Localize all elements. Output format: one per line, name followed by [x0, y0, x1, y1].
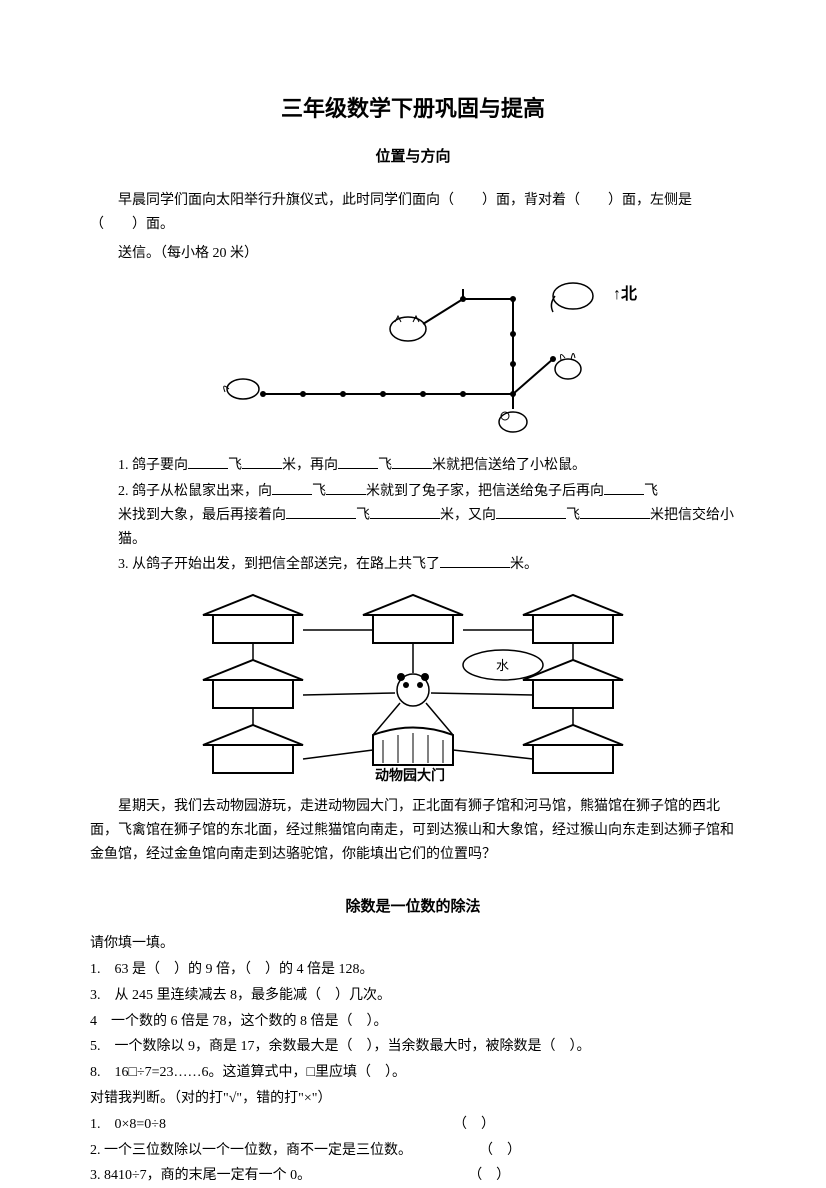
q3: 3. 从鸽子开始出发，到把信全部送完，在路上共飞了 米。 — [90, 553, 736, 577]
q2-c: 米就到了兔子家，把信送给兔子后再向 — [366, 484, 604, 499]
paren: （ ） — [453, 1113, 495, 1137]
p1-text-d: ）面。 — [132, 217, 174, 232]
blank — [392, 455, 432, 469]
s2-intro: 请你填一填。 — [90, 932, 736, 956]
blank — [188, 455, 228, 469]
blank — [370, 505, 440, 519]
q1-d: 飞 — [378, 458, 392, 473]
s2-j3: 3. 8410÷7，商的末尾一定有一个 0。 （ ） — [90, 1164, 736, 1188]
j1-text: 1. 0×8=0÷8 — [90, 1117, 166, 1132]
p1-text-a: 早晨同学们面向太阳举行升旗仪式，此时同学们面向（ — [118, 193, 454, 208]
s2-j2: 2. 一个三位数除以一个一位数，商不一定是三位数。 （ ） — [90, 1139, 736, 1163]
p1-text-b: ）面，背对着（ — [482, 193, 580, 208]
section1-heading: 位置与方向 — [90, 145, 736, 171]
q2: 2. 鸽子从松鼠家出来，向飞米就到了兔子家，把信送给兔子后再向飞 米找到大象，最… — [90, 480, 736, 551]
s2-j1: 1. 0×8=0÷8 （ ） — [90, 1113, 736, 1137]
blank — [242, 455, 282, 469]
s2-q1: 1. 63 是（ ）的 9 倍，（ ）的 4 倍是 128。 — [90, 958, 736, 982]
q1: 1. 鸽子要向 飞 米，再向 飞 米就把信送给了小松鼠。 — [90, 454, 736, 478]
section2-heading: 除数是一位数的除法 — [90, 895, 736, 921]
paren: （ ） — [479, 1139, 521, 1163]
q1-a: 1. 鸽子要向 — [118, 458, 188, 473]
compass-label: ↑北 — [613, 285, 637, 303]
zoo-figure: 水 动物园大门 — [90, 585, 736, 785]
q1-c: 米，再向 — [282, 458, 338, 473]
water-label: 水 — [496, 658, 509, 673]
blank — [326, 481, 366, 495]
j3-text: 3. 8410÷7，商的末尾一定有一个 0。 — [90, 1168, 311, 1183]
blank — [604, 481, 644, 495]
doc-title: 三年级数学下册巩固与提高 — [90, 90, 736, 127]
s2-judge-intro: 对错我判断。（对的打"√"，错的打"×"） — [90, 1087, 736, 1111]
blank — [338, 455, 378, 469]
blank — [286, 505, 356, 519]
s2-q4: 4 一个数的 6 倍是 78，这个数的 8 倍是（ ）。 — [90, 1010, 736, 1034]
q2-f: 飞 — [356, 508, 370, 523]
blank — [272, 481, 312, 495]
q2-b: 飞 — [312, 484, 326, 499]
q2-a: 2. 鸽子从松鼠家出来，向 — [118, 484, 272, 499]
paren: （ ） — [468, 1164, 510, 1188]
q2-d: 飞 — [644, 484, 658, 499]
blank — [104, 217, 132, 232]
p1: 早晨同学们面向太阳举行升旗仪式，此时同学们面向（）面，背对着（）面，左侧是（）面… — [90, 189, 736, 237]
s2-q8: 8. 16□÷7=23……6。这道算式中，□里应填（ ）。 — [90, 1061, 736, 1085]
q1-e: 米就把信送给了小松鼠。 — [432, 458, 586, 473]
house — [203, 595, 303, 643]
q2-h: 飞 — [566, 508, 580, 523]
s2-q5: 5. 一个数除以 9，商是 17，余数最大是（ ），当余数最大时，被除数是（ ）… — [90, 1035, 736, 1059]
q2-e: 米找到大象，最后再接着向 — [118, 508, 286, 523]
blank — [454, 193, 482, 208]
q3-b: 米。 — [510, 557, 538, 572]
map-figure: ↑北 — [90, 274, 736, 444]
zoo-desc: 星期天，我们去动物园游玩，走进动物园大门，正北面有狮子馆和河马馆，熊猫馆在狮子馆… — [90, 795, 736, 866]
blank — [580, 505, 650, 519]
blank — [496, 505, 566, 519]
q2-g: 米，又向 — [440, 508, 496, 523]
gate-label: 动物园大门 — [375, 767, 445, 784]
s2-q3: 3. 从 245 里连续减去 8，最多能减（ ）几次。 — [90, 984, 736, 1008]
q1-b: 飞 — [228, 458, 242, 473]
q3-a: 3. 从鸽子开始出发，到把信全部送完，在路上共飞了 — [118, 557, 440, 572]
p2: 送信。（每小格 20 米） — [90, 242, 736, 266]
j2-text: 2. 一个三位数除以一个一位数，商不一定是三位数。 — [90, 1143, 412, 1158]
blank — [440, 554, 510, 568]
blank — [580, 193, 608, 208]
